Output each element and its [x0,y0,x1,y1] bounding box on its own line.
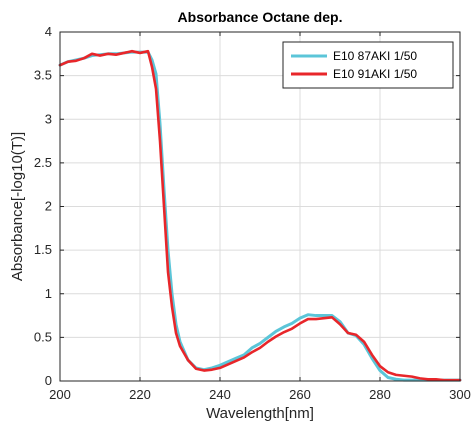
legend-label-1: E10 87AKI 1/50 [333,49,417,63]
y-tick-label: 2.5 [34,155,52,170]
data-series [58,49,462,382]
chart-title: Absorbance Octane dep. [178,9,343,25]
x-axis-label: Wavelength[nm] [206,405,314,422]
legend-label-2: E10 91AKI 1/50 [333,67,417,81]
x-tick-label: 260 [289,387,311,402]
legend-box [282,41,454,89]
y-tick-label: 4 [45,24,52,39]
x-tick-label: 240 [209,387,231,402]
x-tick-label: 300 [449,387,471,402]
x-tick-label: 200 [49,387,71,402]
y-tick-label: 0 [45,373,52,388]
series-line-2 [58,49,462,382]
x-tick-label: 280 [369,387,391,402]
axis-ticks: 200 220 240 260 280 300 0 0.5 1 1.5 2 2.5 3 3.5 4 [34,24,471,402]
y-tick-label: 2 [45,199,52,214]
y-tick-label: 3 [45,111,52,126]
x-tick-label: 220 [129,387,151,402]
y-tick-label: 1 [45,286,52,301]
y-tick-label: 1.5 [34,242,52,257]
legend: E10 87AKI 1/50 E10 91AKI 1/50 [282,41,454,89]
y-tick-label: 3.5 [34,68,52,83]
y-tick-label: 0.5 [34,329,52,344]
y-axis-label: Absorbance[-log10(T)] [9,132,26,281]
